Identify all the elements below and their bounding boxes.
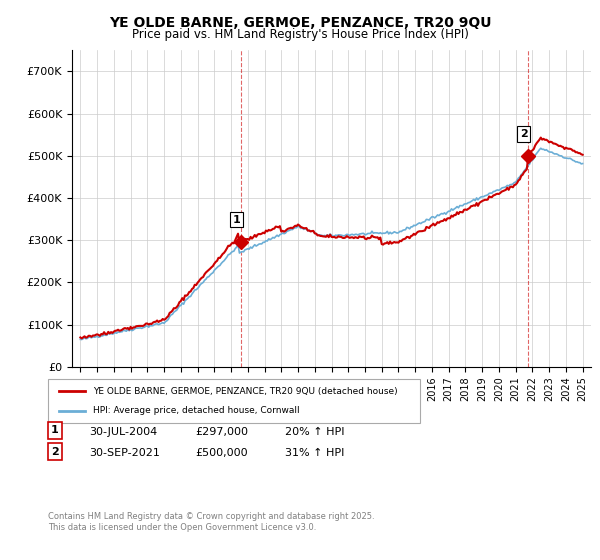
- Text: 30-JUL-2004: 30-JUL-2004: [89, 427, 157, 437]
- Text: 1: 1: [51, 426, 59, 436]
- FancyBboxPatch shape: [48, 379, 420, 423]
- Text: 1: 1: [232, 214, 240, 225]
- Text: £500,000: £500,000: [195, 448, 248, 458]
- Text: YE OLDE BARNE, GERMOE, PENZANCE, TR20 9QU: YE OLDE BARNE, GERMOE, PENZANCE, TR20 9Q…: [109, 16, 491, 30]
- Text: Price paid vs. HM Land Registry's House Price Index (HPI): Price paid vs. HM Land Registry's House …: [131, 28, 469, 41]
- Text: 31% ↑ HPI: 31% ↑ HPI: [285, 448, 344, 458]
- Text: HPI: Average price, detached house, Cornwall: HPI: Average price, detached house, Corn…: [92, 406, 299, 415]
- Text: Contains HM Land Registry data © Crown copyright and database right 2025.
This d: Contains HM Land Registry data © Crown c…: [48, 512, 374, 532]
- Text: YE OLDE BARNE, GERMOE, PENZANCE, TR20 9QU (detached house): YE OLDE BARNE, GERMOE, PENZANCE, TR20 9Q…: [92, 387, 397, 396]
- Text: 30-SEP-2021: 30-SEP-2021: [89, 448, 160, 458]
- Text: £297,000: £297,000: [195, 427, 248, 437]
- Text: 2: 2: [51, 447, 59, 457]
- Text: 2: 2: [520, 129, 527, 139]
- Text: 20% ↑ HPI: 20% ↑ HPI: [285, 427, 344, 437]
